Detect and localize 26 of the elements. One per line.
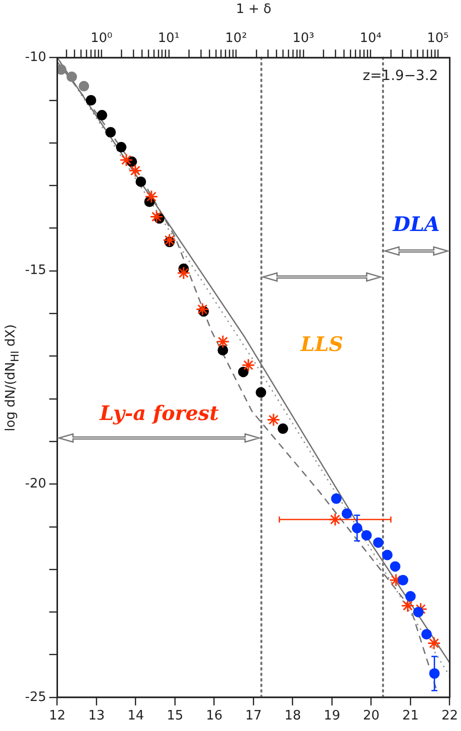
- x2-axis-title: 1 + δ: [236, 2, 272, 17]
- x-tick-label: 19: [324, 708, 340, 724]
- x2-tick-label: 10¹: [158, 31, 180, 46]
- x-tick-label: 17: [245, 708, 262, 724]
- x-tick-label: 20: [362, 708, 380, 724]
- annotation: Ly-a forest: [100, 400, 219, 425]
- annotation: z=1.9−3.2: [362, 68, 438, 84]
- x2-tick-label: 10³: [292, 31, 314, 46]
- x-tick-label: 16: [206, 708, 223, 724]
- x-tick-label: 15: [166, 708, 184, 724]
- x2-tick-label: 10⁴: [360, 31, 382, 46]
- y-tick-label: -15: [25, 263, 46, 278]
- y-tick-label: -10: [25, 50, 46, 65]
- x-tick-label: 18: [284, 708, 302, 724]
- y-tick-label: -20: [25, 476, 46, 492]
- x2-tick-label: 10⁵: [427, 31, 449, 46]
- x-tick-label: 14: [127, 708, 144, 724]
- x2-tick-label: 10⁰: [90, 31, 112, 46]
- x2-tick-label: 10²: [225, 31, 247, 46]
- x-tick-label: 21: [402, 708, 419, 724]
- x-tick-label: 13: [88, 708, 105, 724]
- x-tick-label: 22: [441, 708, 458, 724]
- y-tick-label: -25: [25, 690, 46, 705]
- x-tick-label: 12: [48, 708, 66, 724]
- annotation: DLA: [392, 212, 440, 236]
- annotation: LLS: [300, 332, 344, 356]
